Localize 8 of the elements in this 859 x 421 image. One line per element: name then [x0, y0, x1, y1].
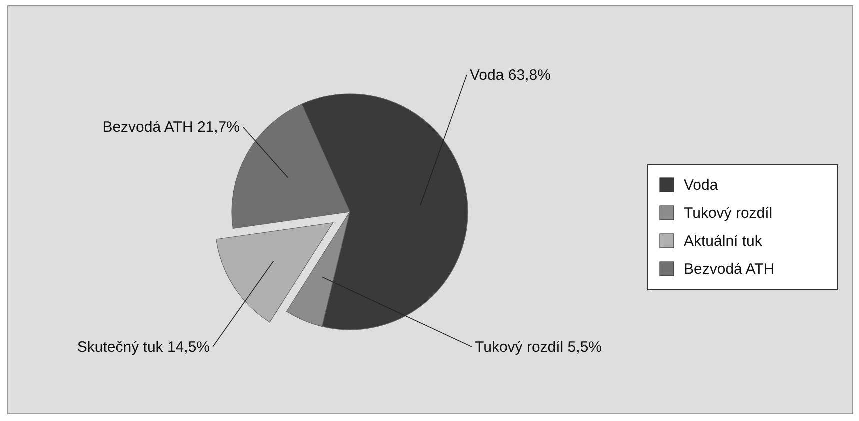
legend-label: Voda	[684, 177, 719, 194]
legend-label: Aktuální tuk	[684, 233, 763, 250]
legend-label: Tukový rozdíl	[684, 205, 773, 222]
data-label: Tukový rozdíl 5,5%	[475, 339, 602, 356]
data-label: Voda 63,8%	[470, 67, 551, 84]
data-label: Skutečný tuk 14,5%	[77, 339, 210, 356]
legend-label: Bezvodá ATH	[684, 261, 775, 278]
data-label: Bezvodá ATH 21,7%	[102, 119, 240, 136]
